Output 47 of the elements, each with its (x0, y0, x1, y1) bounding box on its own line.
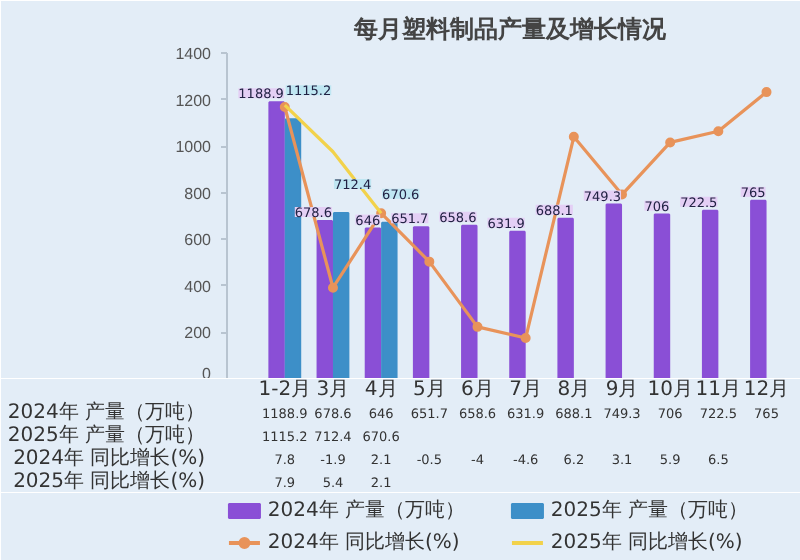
point (424, 256, 435, 267)
bar (605, 203, 623, 378)
bar (461, 224, 478, 378)
legend-label: 2025年 产量（万吨） (550, 498, 748, 522)
bar (268, 101, 285, 378)
bar (332, 212, 350, 378)
bar (412, 226, 430, 378)
x-tick-label: 6月 (461, 379, 494, 402)
point (520, 333, 531, 344)
legend-label: 2024年 同比增长(%) (267, 530, 460, 554)
bar (364, 227, 382, 378)
legend-label: 2024年 产量（万吨） (267, 498, 465, 522)
bar (557, 217, 574, 378)
point (713, 126, 724, 137)
y-tick-label: 800 (184, 184, 213, 203)
point (568, 131, 579, 142)
bar (653, 213, 671, 378)
point (761, 87, 772, 98)
point (327, 282, 338, 293)
x-tick-label: 3月 (316, 379, 350, 402)
y-tick-label: 1400 (175, 45, 213, 63)
x-tick-label: 11月 (695, 379, 742, 402)
x-tick-label: 1-2月 (258, 379, 312, 402)
text: 2024年 同比增长(%) (13, 447, 206, 470)
chart-title: 每月塑料制品产量及增长情况 (352, 15, 668, 43)
x-tick-label: 8月 (557, 379, 591, 402)
bar (750, 199, 767, 378)
bar (509, 230, 526, 378)
point (665, 137, 676, 148)
bar (701, 209, 719, 378)
x-tick-label: 10月 (647, 379, 693, 402)
y-tick-label: 600 (184, 231, 213, 250)
text: 2024年 产量（万吨） (7, 402, 206, 425)
x-tick-label: 5月 (412, 379, 446, 402)
x-tick-label: 9月 (605, 379, 639, 402)
text: 2025年 同比增长(%) (13, 470, 206, 493)
x-tick-label: 7月 (509, 379, 543, 402)
x-tick-label: 12月 (743, 379, 790, 402)
y-tick-label: 200 (184, 324, 213, 343)
y-tick-label: 400 (184, 277, 213, 296)
y-tick-label: 1200 (175, 91, 213, 110)
legend-label: 2025年 同比增长(%) (550, 530, 743, 554)
point (472, 321, 483, 332)
y-tick-label: 1000 (175, 138, 213, 157)
bar (381, 221, 398, 378)
x-tick-label: 4月 (364, 379, 398, 402)
text: 2025年 产量（万吨） (7, 425, 206, 447)
